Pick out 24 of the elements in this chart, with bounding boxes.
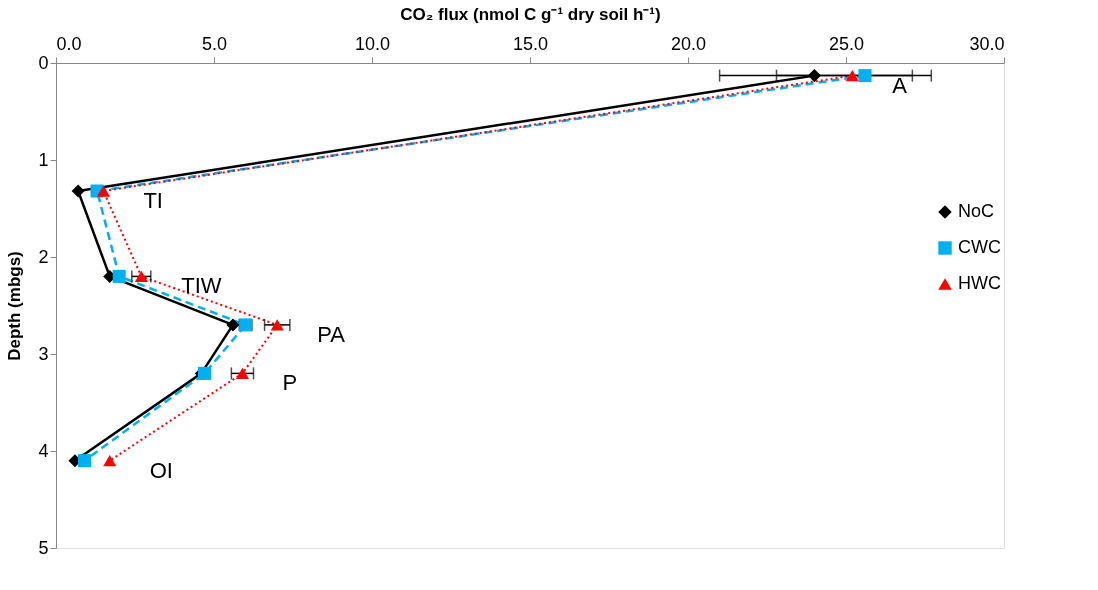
y-tick-label: 2: [38, 246, 49, 267]
annotation: A: [892, 72, 908, 98]
y-tick-label: 3: [38, 343, 49, 364]
legend-label: NoC: [958, 201, 995, 221]
x-tick-label: 20.0: [670, 33, 707, 54]
x-tick-label: 0.0: [56, 33, 82, 54]
x-tick-label: 30.0: [969, 33, 1005, 54]
x-tick-label: 15.0: [512, 33, 549, 54]
x-tick-label: 25.0: [828, 33, 865, 54]
annotation: OI: [149, 457, 173, 483]
x-tick-label: 5.0: [201, 33, 228, 54]
x-axis-title: CO₂ flux (nmol C g⁻¹ dry soil h⁻¹): [400, 4, 661, 24]
annotation: TI: [143, 188, 163, 214]
annotation: P: [282, 370, 298, 396]
legend-label: CWC: [958, 237, 1001, 257]
annotation: TIW: [181, 273, 222, 299]
legend-label: HWC: [958, 273, 1001, 293]
y-axis-title: Depth (mbgs): [5, 251, 25, 361]
y-tick-label: 4: [38, 440, 49, 461]
y-tick-label: 5: [38, 537, 49, 558]
y-tick-label: 0: [38, 52, 49, 73]
x-tick-label: 10.0: [354, 33, 391, 54]
annotation: PA: [317, 321, 346, 347]
y-tick-label: 1: [38, 149, 49, 170]
